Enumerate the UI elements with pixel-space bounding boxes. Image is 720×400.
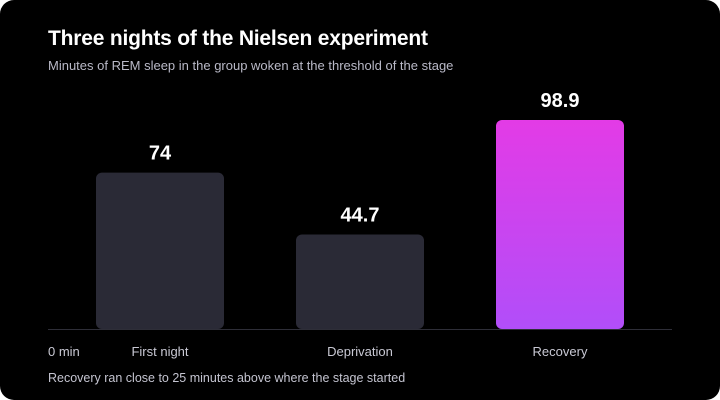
bar-value-label: 44.7	[341, 205, 380, 227]
x-axis-tick-label: Recovery	[533, 344, 588, 359]
x-axis-tick-label: First night	[131, 344, 188, 359]
x-axis-tick-label: Deprivation	[327, 344, 393, 359]
chart-footnote: Recovery ran close to 25 minutes above w…	[48, 371, 406, 385]
bar-value-label: 74	[149, 143, 172, 165]
y-axis-min-label: 0 min	[48, 344, 80, 359]
bar-value-label: 98.9	[541, 90, 580, 112]
chart-title: Three nights of the Nielsen experiment	[48, 27, 428, 50]
bar-first-night	[96, 172, 224, 329]
bars-group: 74 First night 44.7 Deprivation 98.9 Recovery	[96, 90, 624, 359]
bar-recovery	[496, 120, 624, 329]
bar-deprivation	[296, 234, 424, 329]
chart-subtitle: Minutes of REM sleep in the group woken …	[48, 58, 454, 73]
